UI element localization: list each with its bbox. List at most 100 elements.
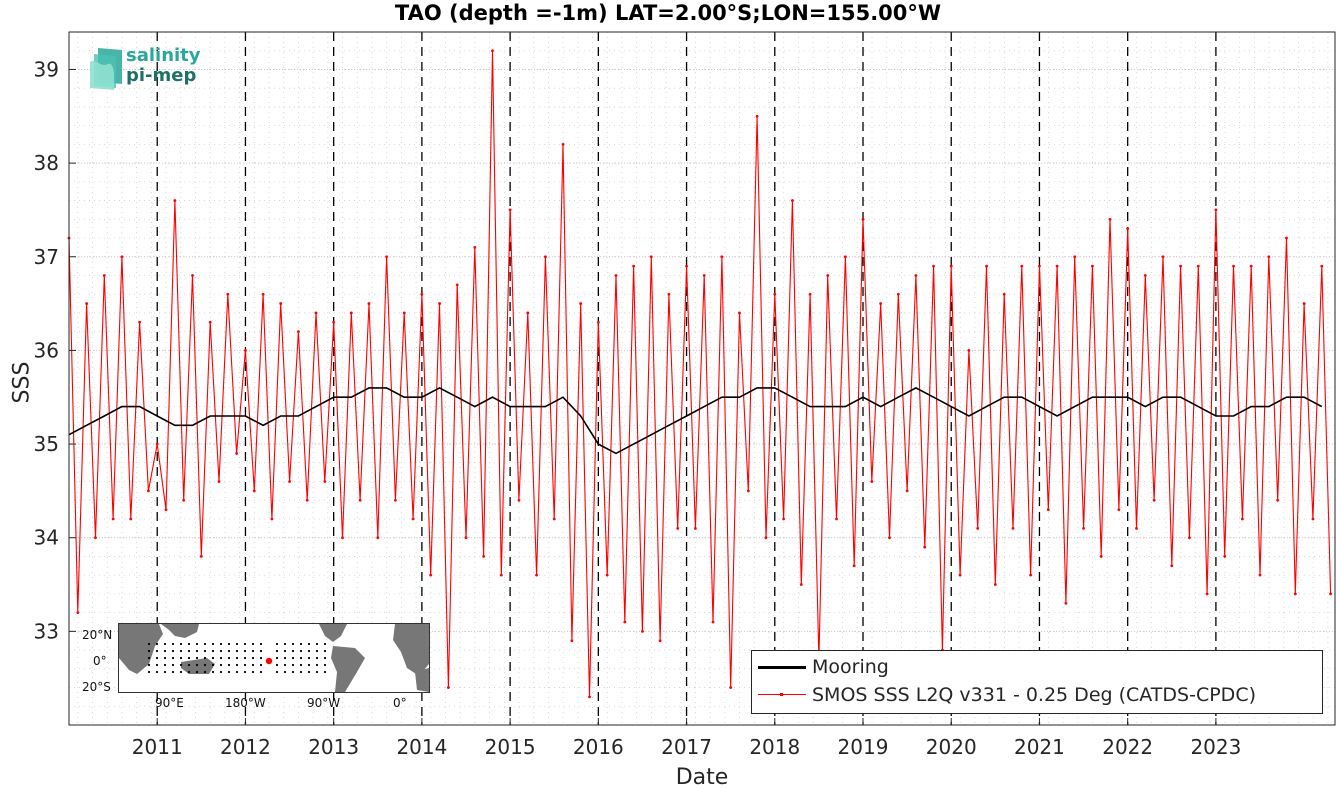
data-point-smos — [888, 536, 891, 540]
inset-station-dot — [243, 670, 247, 674]
data-point-smos — [1223, 555, 1227, 558]
inset-station-dot — [179, 642, 183, 646]
data-point-smos — [764, 536, 768, 540]
data-point-smos — [1258, 573, 1262, 577]
data-point-smos — [323, 480, 327, 483]
inset-station-dot — [315, 649, 319, 653]
inset-station-dot — [147, 656, 151, 660]
inset-station-dot — [155, 670, 159, 674]
data-point-smos — [993, 583, 997, 586]
inset-station-dot — [219, 642, 223, 646]
data-point-smos — [332, 320, 336, 324]
data-point-smos — [1293, 592, 1297, 596]
data-point-smos — [588, 695, 591, 699]
data-point-smos — [958, 573, 962, 577]
data-point-smos — [164, 508, 168, 512]
inset-station-dot — [171, 670, 175, 674]
legend-item-smos: SMOS SSS L2Q v331 - 0.25 Deg (CATDS-CPDC… — [758, 682, 1256, 708]
plot-area — [69, 32, 1335, 725]
x-tick-label: 2020 — [926, 735, 977, 759]
data-point-smos — [746, 489, 750, 493]
data-point-smos — [385, 255, 389, 259]
inset-station-dot — [283, 649, 287, 653]
inset-station-dot — [227, 670, 231, 674]
inset-station-dot — [219, 670, 223, 674]
inset-station-dot — [243, 649, 247, 653]
inset-station-dot — [171, 649, 175, 653]
x-tick-label: 2017 — [661, 735, 712, 759]
data-point-smos — [649, 255, 653, 259]
data-point-smos — [455, 283, 459, 287]
inset-station-dot — [299, 656, 303, 660]
inset-station-dot — [195, 670, 199, 674]
chart-title: TAO (depth =-1m) LAT=2.00°S;LON=155.00°W — [394, 1, 942, 25]
legend-item-mooring: Mooring — [758, 654, 889, 680]
legend-swatch-mooring — [758, 654, 806, 680]
data-point-smos — [1029, 573, 1033, 577]
data-point-smos — [808, 292, 812, 296]
inset-station-dot — [307, 656, 311, 660]
y-axis-label: SSS — [9, 361, 35, 404]
inset-station-dot — [291, 649, 295, 653]
inset-station-dot — [179, 656, 183, 660]
inset-station-dot — [219, 649, 223, 653]
data-point-smos — [720, 255, 724, 259]
data-point-smos — [208, 320, 212, 324]
inset-station-dot — [307, 670, 311, 674]
salinity-pimep-logo: salinity pi-mep — [88, 44, 228, 94]
inset-lon-label: 90°W — [307, 696, 341, 710]
inset-station-dot — [291, 663, 295, 667]
inset-station-dot — [195, 656, 199, 660]
inset-station-dot — [275, 670, 279, 674]
data-point-smos — [367, 302, 371, 305]
inset-station-dot — [307, 642, 311, 646]
data-point-smos — [199, 555, 203, 558]
inset-station-dot — [219, 663, 223, 667]
data-point-smos — [791, 199, 794, 202]
inset-station-dot — [195, 642, 199, 646]
inset-station-dot — [251, 670, 255, 674]
data-point-smos — [376, 536, 380, 540]
data-point-smos — [1161, 255, 1165, 259]
data-point-smos — [226, 292, 230, 296]
data-point-smos — [1302, 302, 1306, 305]
axes-box — [68, 31, 1336, 726]
x-tick-label: 2021 — [1014, 735, 1065, 759]
data-point-smos — [1320, 264, 1324, 268]
data-point-smos — [561, 142, 565, 146]
data-point-smos — [261, 292, 265, 296]
data-point-smos — [1285, 236, 1288, 240]
data-point-smos — [1108, 217, 1112, 221]
x-tick-label: 2022 — [1102, 735, 1153, 759]
data-point-smos — [1064, 601, 1068, 605]
data-point-smos — [438, 302, 441, 305]
inset-station-dot — [275, 642, 279, 646]
data-point-smos — [76, 611, 80, 615]
inset-station-dot — [227, 656, 231, 660]
data-point-smos — [420, 292, 424, 296]
data-point-smos — [1055, 264, 1059, 268]
data-point-smos — [508, 208, 512, 212]
inset-lat-label: 0° — [93, 654, 107, 668]
inset-station-dot — [299, 663, 303, 667]
x-tick-label: 2013 — [308, 735, 359, 759]
inset-station-dot — [211, 670, 215, 674]
inset-station-dot — [155, 649, 159, 653]
inset-station-dot — [163, 642, 167, 646]
inset-station-dot — [171, 663, 175, 667]
inset-station-dot — [235, 663, 239, 667]
inset-station-dot — [315, 670, 319, 674]
inset-station-dot — [259, 649, 263, 653]
inset-station-dot — [243, 663, 247, 667]
data-point-smos — [702, 274, 706, 277]
data-point-smos — [843, 255, 847, 259]
inset-station-dot — [147, 649, 151, 653]
data-point-smos — [526, 311, 530, 315]
data-point-smos — [685, 264, 688, 268]
data-point-smos — [111, 517, 115, 521]
data-point-smos — [1196, 264, 1200, 268]
data-point-smos — [614, 274, 618, 277]
data-point-smos — [755, 114, 759, 118]
inset-station-dot — [235, 670, 239, 674]
